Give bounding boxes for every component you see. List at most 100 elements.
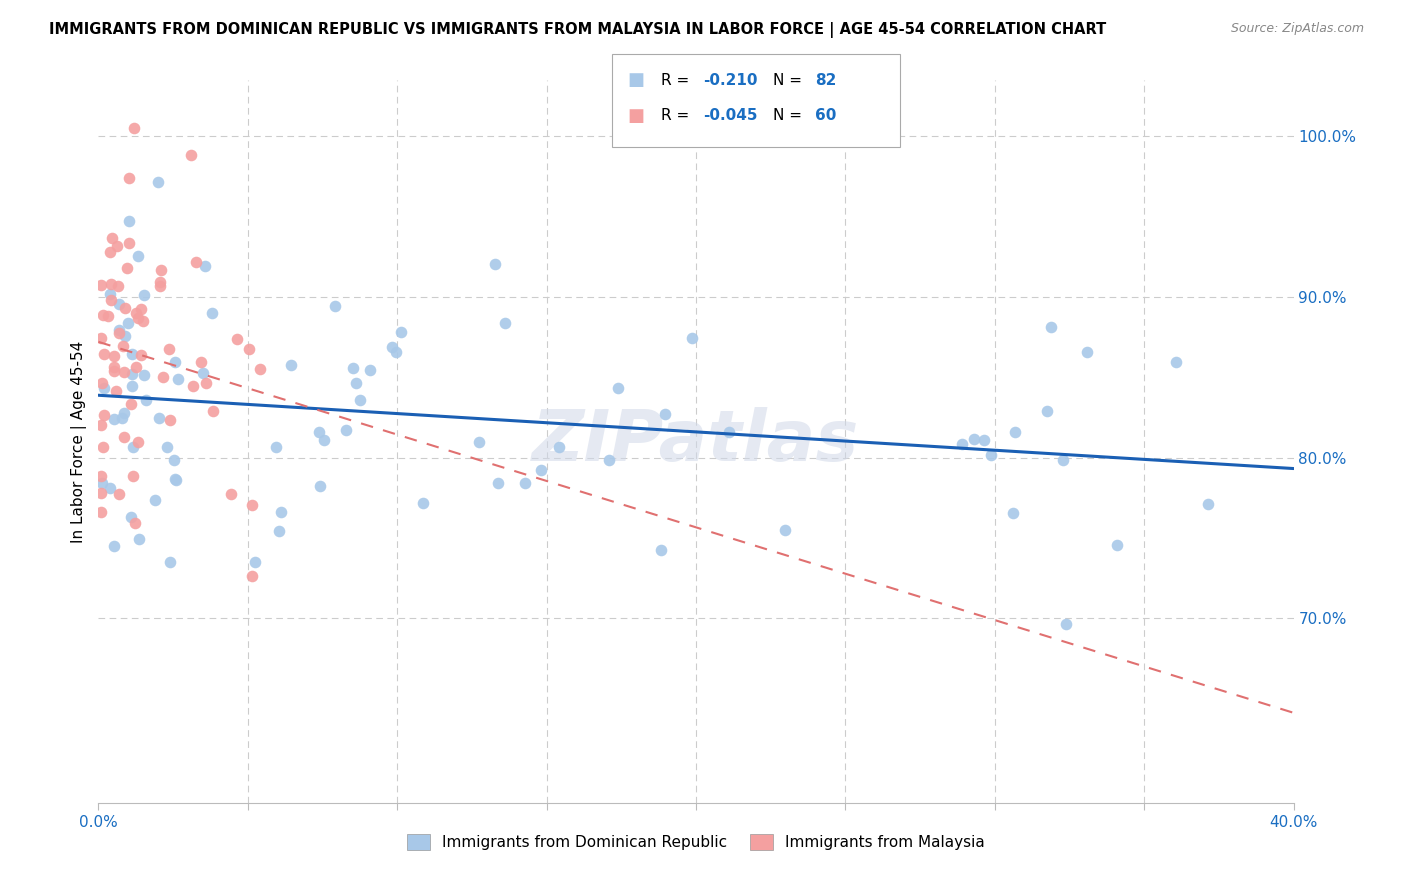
Point <box>530 463 553 477</box>
Point <box>108 487 131 501</box>
Point <box>103 412 125 426</box>
Point <box>121 378 143 392</box>
Text: ■: ■ <box>627 107 644 125</box>
Text: ZIPatlas: ZIPatlas <box>533 407 859 476</box>
Point <box>124 516 146 531</box>
Text: 60: 60 <box>815 109 837 123</box>
Point <box>118 236 141 251</box>
Point <box>117 316 139 330</box>
Point <box>159 555 181 569</box>
Point <box>280 358 302 372</box>
Point <box>90 486 112 500</box>
Point <box>486 475 509 490</box>
Point <box>103 349 125 363</box>
Point <box>381 340 404 354</box>
Point <box>1004 425 1026 440</box>
Point <box>412 496 434 510</box>
Point <box>121 367 143 381</box>
Point <box>107 296 129 310</box>
Point <box>132 288 155 302</box>
Point <box>156 440 179 454</box>
Point <box>468 434 491 449</box>
Point <box>135 392 157 407</box>
Point <box>90 417 112 432</box>
Text: N =: N = <box>773 73 803 87</box>
Text: -0.045: -0.045 <box>703 109 758 123</box>
Point <box>108 323 131 337</box>
Point <box>1002 506 1025 520</box>
Point <box>111 411 134 425</box>
Point <box>122 440 145 454</box>
Point <box>132 368 155 382</box>
Point <box>115 260 138 275</box>
Point <box>598 453 620 467</box>
Point <box>183 379 205 393</box>
Point <box>124 360 146 375</box>
Text: IMMIGRANTS FROM DOMINICAN REPUBLIC VS IMMIGRANTS FROM MALAYSIA IN LABOR FORCE | : IMMIGRANTS FROM DOMINICAN REPUBLIC VS IM… <box>49 22 1107 38</box>
Point <box>103 364 125 378</box>
Point <box>165 473 187 487</box>
Point <box>484 257 506 271</box>
Point <box>152 369 174 384</box>
Point <box>323 299 346 313</box>
Point <box>90 505 112 519</box>
Point <box>98 245 121 260</box>
Point <box>107 326 129 340</box>
Point <box>963 432 986 446</box>
Text: ■: ■ <box>627 71 644 89</box>
Point <box>97 310 120 324</box>
Point <box>118 213 141 227</box>
Point <box>952 437 974 451</box>
Text: Source: ZipAtlas.com: Source: ZipAtlas.com <box>1230 22 1364 36</box>
Point <box>112 429 135 443</box>
Point <box>163 355 186 369</box>
Point <box>120 397 142 411</box>
Point <box>269 524 291 538</box>
Point <box>90 376 112 390</box>
Point <box>121 347 143 361</box>
Point <box>103 359 125 374</box>
Point <box>385 345 408 359</box>
Point <box>225 332 247 346</box>
Point <box>249 361 271 376</box>
Point <box>163 452 186 467</box>
Point <box>191 366 214 380</box>
Point <box>100 231 122 245</box>
Point <box>335 423 357 437</box>
Point <box>149 263 172 277</box>
Point <box>128 532 150 546</box>
Point <box>1197 497 1219 511</box>
Point <box>270 505 292 519</box>
Point <box>125 306 148 320</box>
Point <box>122 468 145 483</box>
Point <box>342 361 364 376</box>
Point <box>93 440 115 454</box>
Point <box>93 347 115 361</box>
Point <box>312 434 335 448</box>
Point <box>1105 537 1128 551</box>
Point <box>107 278 129 293</box>
Point <box>547 440 569 454</box>
Point <box>114 301 136 315</box>
Point <box>190 355 212 369</box>
Point <box>129 348 152 362</box>
Point <box>980 448 1002 462</box>
Point <box>650 543 672 558</box>
Point <box>1035 404 1057 418</box>
Point <box>681 331 703 345</box>
Point <box>219 487 242 501</box>
Text: R =: R = <box>661 73 689 87</box>
Y-axis label: In Labor Force | Age 45-54: In Labor Force | Age 45-54 <box>72 341 87 542</box>
Point <box>973 434 995 448</box>
Point <box>1054 617 1077 632</box>
Point <box>104 384 127 399</box>
Point <box>98 481 121 495</box>
Point <box>346 376 368 390</box>
Text: -0.210: -0.210 <box>703 73 758 87</box>
Legend: Immigrants from Dominican Republic, Immigrants from Malaysia: Immigrants from Dominican Republic, Immi… <box>401 829 991 856</box>
Point <box>120 510 142 524</box>
Point <box>127 249 149 263</box>
Point <box>146 175 169 189</box>
Point <box>122 121 145 136</box>
Point <box>717 425 740 440</box>
